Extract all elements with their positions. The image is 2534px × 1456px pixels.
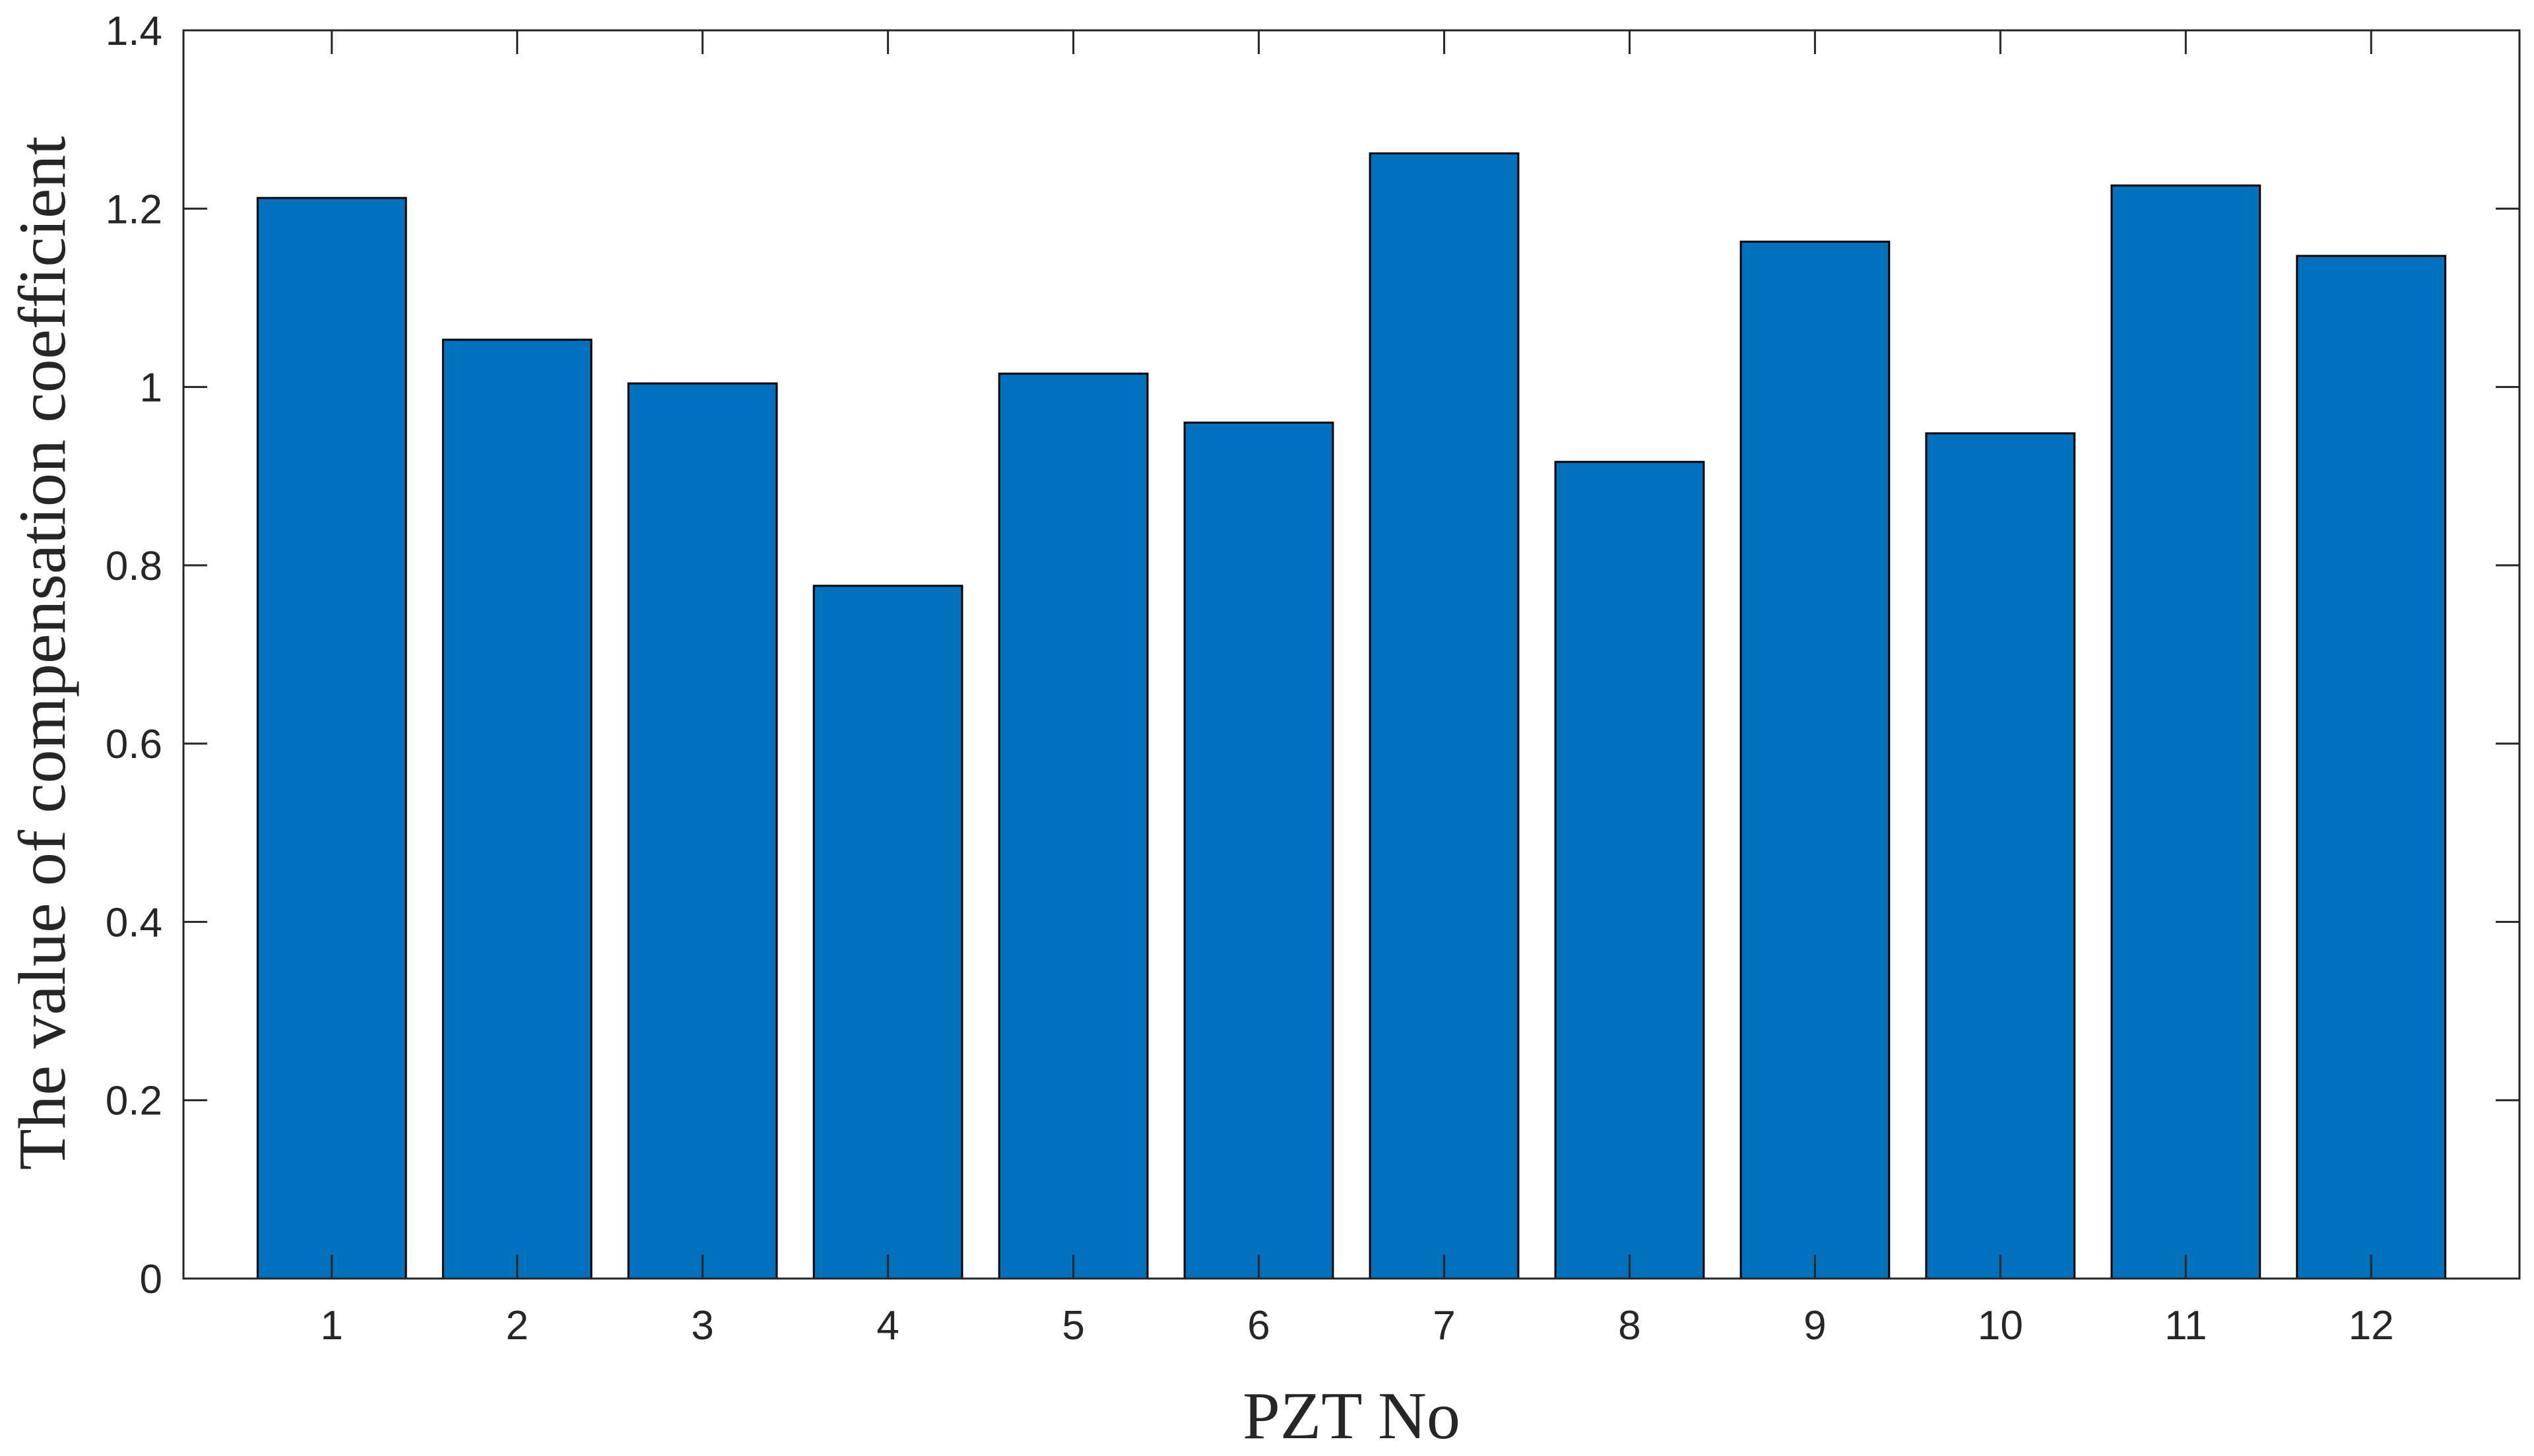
bar-pzt-4 — [812, 585, 963, 1280]
x-tick-label: 11 — [2164, 1303, 2207, 1348]
x-tick-label: 3 — [691, 1303, 713, 1348]
x-tick-label: 6 — [1247, 1303, 1270, 1348]
y-axis-title: The value of compensation coefficient — [5, 136, 80, 1170]
x-tick-label: 7 — [1433, 1303, 1455, 1348]
y-tick-label: 0.8 — [106, 544, 162, 589]
bar-pzt-6 — [1183, 422, 1334, 1280]
x-tick-label: 4 — [876, 1303, 899, 1348]
bars — [256, 152, 2447, 1280]
bar-pzt-11 — [2110, 184, 2261, 1280]
x-axis-title: PZT No — [1243, 1379, 1460, 1453]
x-tick-label: 9 — [1803, 1303, 1826, 1348]
y-tick-label: 0.6 — [106, 722, 162, 767]
bar-pzt-3 — [627, 382, 778, 1280]
bar-pzt-8 — [1554, 460, 1705, 1280]
y-tick-label: 0 — [140, 1257, 162, 1302]
bar-pzt-5 — [998, 372, 1149, 1280]
bar-pzt-10 — [1925, 432, 2076, 1280]
x-tick-label: 2 — [505, 1303, 528, 1348]
bar-pzt-2 — [441, 338, 593, 1280]
y-tick-label: 0.4 — [106, 900, 162, 945]
x-tick-label: 12 — [2349, 1303, 2394, 1348]
bar-pzt-7 — [1369, 152, 1520, 1280]
x-tick-label: 1 — [321, 1303, 343, 1348]
y-tick-label: 0.2 — [106, 1079, 162, 1124]
y-axis-ticks: 0 0.2 0.4 0.6 0.8 1 1.2 1.4 — [106, 9, 2519, 1302]
bar-pzt-12 — [2296, 255, 2447, 1280]
bar-pzt-9 — [1739, 240, 1891, 1280]
y-tick-label: 1.2 — [106, 187, 162, 232]
y-tick-label: 1.4 — [106, 9, 162, 54]
x-tick-label: 10 — [1978, 1303, 2023, 1348]
axes-box — [182, 29, 2521, 1280]
y-tick-label: 1 — [140, 365, 162, 411]
bar-pzt-1 — [256, 197, 407, 1280]
x-tick-label: 8 — [1618, 1303, 1641, 1348]
x-tick-label: 5 — [1062, 1303, 1084, 1348]
x-axis-ticks: 1 2 3 4 5 6 7 8 9 10 11 12 — [321, 30, 2394, 1348]
